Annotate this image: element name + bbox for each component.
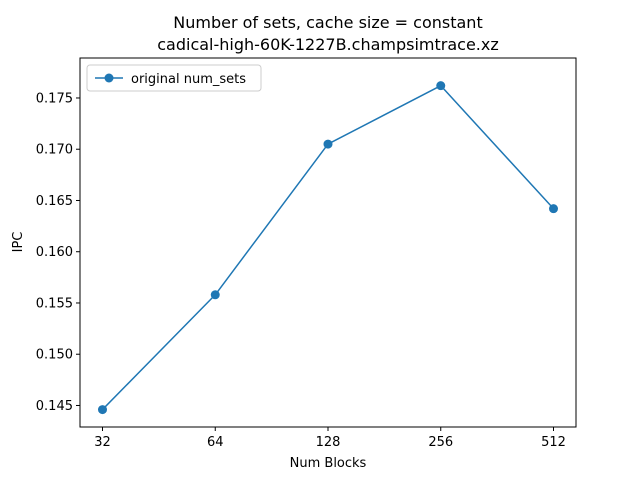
chart-title-line1: Number of sets, cache size = constant <box>173 13 482 32</box>
x-axis: 32 64 128 256 512 <box>94 427 566 450</box>
legend-label: original num_sets <box>131 72 246 87</box>
x-tick-label: 32 <box>94 435 111 450</box>
x-tick-label: 512 <box>541 435 566 450</box>
data-point <box>436 81 446 91</box>
y-tick-label: 0.170 <box>36 143 73 158</box>
data-point <box>210 290 220 300</box>
y-tick-label: 0.175 <box>36 91 73 106</box>
y-axis-label: IPC <box>11 232 26 253</box>
y-tick-label: 0.155 <box>36 296 73 311</box>
plot-area <box>79 57 577 428</box>
legend-box <box>86 64 262 92</box>
y-tick-label: 0.150 <box>36 348 73 363</box>
y-axis: 0.145 0.150 0.155 0.160 0.165 0.170 0.175 <box>36 91 80 414</box>
y-tick-label: 0.165 <box>36 194 73 209</box>
data-point <box>323 139 333 149</box>
legend-marker-sample <box>104 73 114 83</box>
y-tick-label: 0.145 <box>36 399 73 414</box>
data-point <box>98 405 107 415</box>
x-tick-label: 64 <box>207 435 224 450</box>
series-layer <box>98 81 558 415</box>
chart-title-line2: cadical-high-60K-1227B.champsimtrace.xz <box>157 35 499 54</box>
data-point <box>549 204 558 214</box>
y-tick-label: 0.160 <box>36 245 73 260</box>
x-tick-label: 128 <box>316 435 341 450</box>
x-tick-label: 256 <box>428 435 453 450</box>
x-axis-label: Num Blocks <box>290 456 367 471</box>
legend: original num_sets <box>86 64 262 92</box>
